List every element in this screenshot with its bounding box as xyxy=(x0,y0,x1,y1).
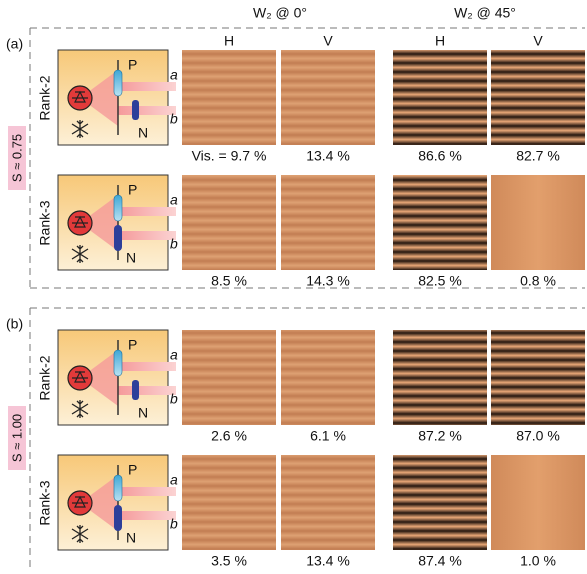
visibility-label: 6.1 % xyxy=(310,428,346,444)
label-n: N xyxy=(126,250,136,266)
column-label: V xyxy=(323,33,333,49)
p-element xyxy=(114,195,122,221)
column-label: H xyxy=(435,33,445,49)
panel-label: (a) xyxy=(6,36,23,52)
fringe-image xyxy=(491,50,585,145)
visibility-label: 87.0 % xyxy=(516,428,560,444)
fringe-image xyxy=(182,50,276,145)
label-a: a xyxy=(170,192,178,208)
fringe-image xyxy=(182,330,276,425)
column-label: H xyxy=(224,33,234,49)
n-element xyxy=(132,380,139,400)
fringe-image xyxy=(491,455,585,550)
rank-label-text: Rank-3 xyxy=(37,200,53,245)
beam-b xyxy=(118,511,176,520)
schematic: P Na b xyxy=(58,175,178,270)
rank-label: Rank-2 xyxy=(37,355,53,400)
figure: W₂ @ 0° W₂ @ 45° H V H V (a) S ≈ 0.75 Rank-2 P Na b… xyxy=(0,0,587,569)
visibility-label: 87.4 % xyxy=(418,553,462,569)
visibility-label: 0.8 % xyxy=(520,273,556,289)
visibility-label: 3.5 % xyxy=(211,553,247,569)
rank-label-text: Rank-2 xyxy=(37,355,53,400)
schematic: P Na b xyxy=(58,330,178,425)
rank-label-text: Rank-3 xyxy=(37,480,53,525)
visibility-label: 86.6 % xyxy=(418,148,462,164)
fringe-image xyxy=(182,175,276,270)
rank-label: Rank-2 xyxy=(37,75,53,120)
label-n: N xyxy=(138,405,148,421)
fringe-image xyxy=(182,455,276,550)
visibility-label: 82.5 % xyxy=(418,273,462,289)
visibility-label: 8.5 % xyxy=(211,273,247,289)
n-element xyxy=(132,100,139,120)
label-b: b xyxy=(170,391,178,407)
label-p: P xyxy=(128,462,137,478)
visibility-label: 13.4 % xyxy=(306,148,350,164)
visibility-label: 87.2 % xyxy=(418,428,462,444)
panel-label: (b) xyxy=(6,316,23,332)
beam-a xyxy=(118,362,176,371)
label-n: N xyxy=(138,125,148,141)
visibility-label: 1.0 % xyxy=(520,553,556,569)
label-a: a xyxy=(170,347,178,363)
n-element xyxy=(114,505,122,531)
label-b: b xyxy=(170,111,178,127)
s-label-text: S ≈ 0.75 xyxy=(9,134,24,182)
rank-label: Rank-3 xyxy=(37,200,53,245)
label-p: P xyxy=(128,182,137,198)
fringe-image xyxy=(393,50,487,145)
visibility-label: 14.3 % xyxy=(306,273,350,289)
p-element xyxy=(114,70,122,96)
s-label: S ≈ 0.75 xyxy=(8,126,26,190)
rank-label-text: Rank-2 xyxy=(37,75,53,120)
label-p: P xyxy=(128,57,137,73)
beam-b xyxy=(118,231,176,240)
schematic: P Na b xyxy=(58,455,178,550)
fringe-image xyxy=(281,175,375,270)
fringe-image xyxy=(281,330,375,425)
fringe-image xyxy=(393,455,487,550)
label-b: b xyxy=(170,516,178,532)
label-p: P xyxy=(128,337,137,353)
beam-a xyxy=(118,487,176,496)
rank-label: Rank-3 xyxy=(37,480,53,525)
p-element xyxy=(114,475,122,501)
visibility-label: 82.7 % xyxy=(516,148,560,164)
visibility-label: 13.4 % xyxy=(306,553,350,569)
schematic: P Na b xyxy=(58,50,178,145)
column-group-title: W₂ @ 45° xyxy=(454,5,516,21)
s-label: S ≈ 1.00 xyxy=(8,406,26,470)
beam-a xyxy=(118,207,176,216)
label-b: b xyxy=(170,236,178,252)
beam-b xyxy=(118,386,176,395)
visibility-label: 2.6 % xyxy=(211,428,247,444)
p-element xyxy=(114,350,122,376)
label-a: a xyxy=(170,472,178,488)
fringe-image xyxy=(281,50,375,145)
label-a: a xyxy=(170,67,178,83)
fringe-image xyxy=(281,455,375,550)
column-label: V xyxy=(533,33,543,49)
visibility-label: Vis. = 9.7 % xyxy=(192,148,267,164)
fringe-image xyxy=(491,175,585,270)
n-element xyxy=(114,225,122,251)
fringe-image xyxy=(393,175,487,270)
fringe-image xyxy=(491,330,585,425)
column-group-title: W₂ @ 0° xyxy=(253,5,307,21)
label-n: N xyxy=(126,530,136,546)
beam-a xyxy=(118,82,176,91)
fringe-image xyxy=(393,330,487,425)
beam-b xyxy=(118,106,176,115)
s-label-text: S ≈ 1.00 xyxy=(9,414,24,462)
